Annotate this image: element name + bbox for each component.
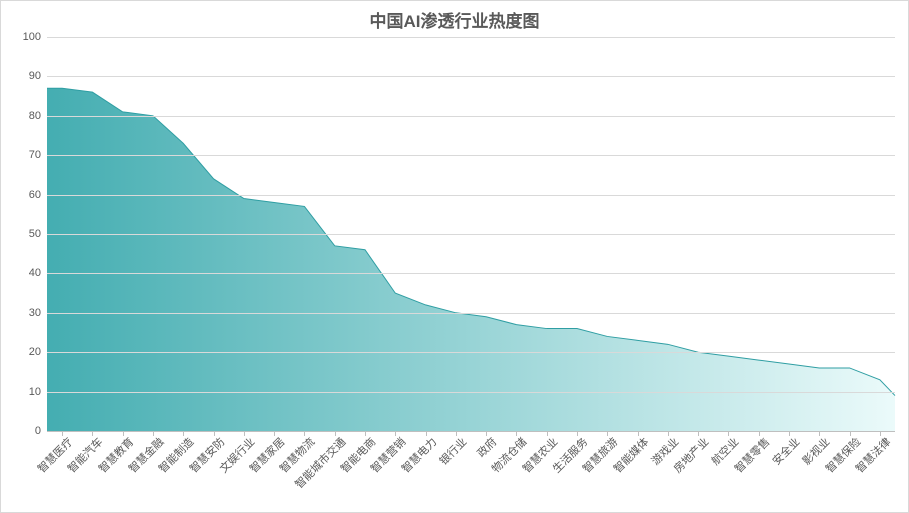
area-fill: [47, 88, 895, 431]
y-tick-label: 100: [23, 31, 47, 43]
y-tick-label: 50: [29, 228, 47, 240]
y-tick-label: 60: [29, 189, 47, 201]
y-gridline: [47, 352, 895, 353]
y-tick-label: 80: [29, 110, 47, 122]
y-tick-label: 30: [29, 307, 47, 319]
y-tick-label: 90: [29, 70, 47, 82]
chart-container: 中国AI渗透行业热度图 0102030405060708090100智慧医疗智能…: [0, 0, 909, 513]
y-tick-label: 40: [29, 267, 47, 279]
y-gridline: [47, 76, 895, 77]
y-gridline: [47, 116, 895, 117]
y-gridline: [47, 155, 895, 156]
chart-title: 中国AI渗透行业热度图: [1, 7, 908, 32]
y-gridline: [47, 392, 895, 393]
y-tick-label: 70: [29, 149, 47, 161]
y-tick-label: 20: [29, 346, 47, 358]
x-tick-label: 安全业: [766, 431, 803, 468]
x-tick-label: 银行业: [433, 431, 470, 468]
y-tick-label: 10: [29, 386, 47, 398]
y-gridline: [47, 234, 895, 235]
y-gridline: [47, 431, 895, 432]
plot-area: 0102030405060708090100智慧医疗智能汽车智慧教育智慧金融智能…: [47, 37, 895, 431]
y-gridline: [47, 313, 895, 314]
y-gridline: [47, 273, 895, 274]
y-gridline: [47, 195, 895, 196]
y-gridline: [47, 37, 895, 38]
y-tick-label: 0: [35, 425, 47, 437]
